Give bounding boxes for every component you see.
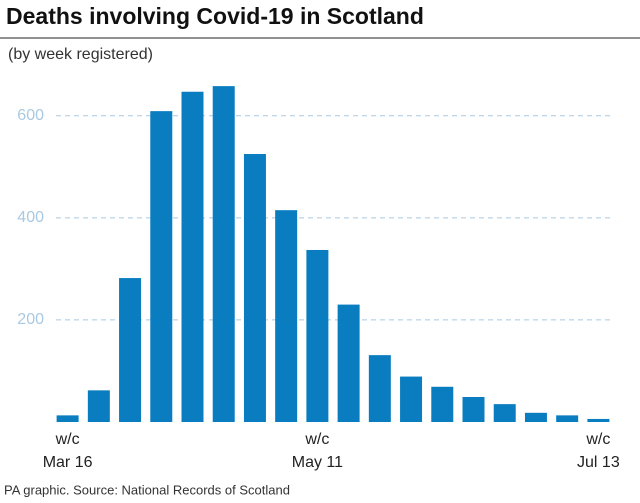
bar <box>493 404 516 422</box>
bar <box>306 249 329 422</box>
bar <box>119 278 142 422</box>
bar <box>87 390 110 422</box>
y-tick-label: 400 <box>17 209 44 226</box>
bar <box>368 355 391 422</box>
bar <box>243 154 266 422</box>
bar <box>337 304 360 422</box>
bar <box>462 396 485 422</box>
bar <box>275 210 298 422</box>
y-tick-label: 200 <box>17 311 44 328</box>
x-tick-label: w/c Mar 16 <box>42 431 93 471</box>
x-tick-label: w/c Jul 13 <box>577 431 620 471</box>
bar <box>400 376 423 422</box>
bar <box>150 111 173 422</box>
y-tick-label: 600 <box>17 107 44 124</box>
bar <box>56 415 79 422</box>
source-note: PA graphic. Source: National Records of … <box>4 482 290 497</box>
bar <box>212 86 235 423</box>
bar <box>556 415 579 422</box>
bar <box>431 386 454 422</box>
chart-subtitle: (by week registered) <box>8 46 153 63</box>
bar <box>524 412 547 422</box>
x-tick-label: w/c May 11 <box>291 431 344 471</box>
bar <box>181 91 204 422</box>
bar <box>587 418 610 422</box>
chart-title: Deaths involving Covid-19 in Scotland <box>6 3 424 29</box>
